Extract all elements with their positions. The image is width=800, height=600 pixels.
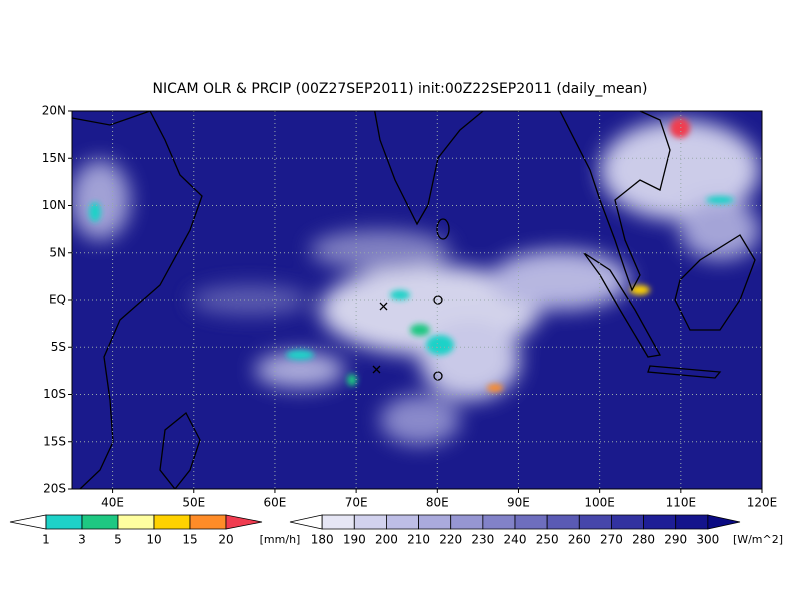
color-swatch xyxy=(225,514,263,530)
lon-label: 100E xyxy=(584,496,615,510)
olr-colorbar: 180 190 200 210 220 230 240 250 260 270 280 290 300 [… xyxy=(289,514,783,547)
map xyxy=(72,111,762,489)
lat-label: 20S xyxy=(43,482,66,496)
colorbar-label: 250 xyxy=(536,533,559,547)
color-swatch xyxy=(353,514,387,530)
color-swatch xyxy=(707,514,741,530)
color-swatch xyxy=(546,514,580,530)
lon-label: 40E xyxy=(101,496,124,510)
lat-label: 5N xyxy=(49,245,66,259)
color-swatch xyxy=(418,514,452,530)
color-swatch xyxy=(153,514,191,530)
lon-label: 110E xyxy=(666,496,697,510)
colorbar-label: 1 xyxy=(42,533,50,547)
color-swatch xyxy=(9,514,47,530)
axis-labels: 40E 50E 60E 70E 80E 90E 100E 110E 120E 20N 15N 10N 5… xyxy=(42,104,778,510)
colorbar-label: 180 xyxy=(311,533,334,547)
color-swatch xyxy=(643,514,677,530)
colorbar-label: 220 xyxy=(439,533,462,547)
lat-label: 15N xyxy=(42,151,66,165)
colorbar-label: 280 xyxy=(632,533,655,547)
precip-colorbar: 1 3 5 10 15 20 [mm/h] xyxy=(9,514,301,547)
colorbar-label: 260 xyxy=(568,533,591,547)
coastlines xyxy=(72,111,756,489)
colorbar-label: 300 xyxy=(696,533,719,547)
colorbar-label: 20 xyxy=(218,533,233,547)
color-swatch xyxy=(675,514,709,530)
color-swatch xyxy=(514,514,548,530)
precip-cells xyxy=(89,118,734,392)
grid xyxy=(72,111,762,489)
lat-label: 10S xyxy=(43,387,66,401)
colorbar-label: 190 xyxy=(343,533,366,547)
color-swatch xyxy=(386,514,419,530)
colorbar-label: 270 xyxy=(600,533,623,547)
color-swatch xyxy=(450,514,484,530)
colorbar-unit: [mm/h] xyxy=(260,533,301,546)
lat-label: 10N xyxy=(42,198,66,212)
lon-label: 120E xyxy=(747,496,778,510)
colorbar-label: 10 xyxy=(146,533,161,547)
lon-label: 60E xyxy=(264,496,287,510)
title: NICAM OLR & PRCIP (00Z27SEP2011) init:00… xyxy=(152,81,647,97)
lat-label: 15S xyxy=(43,434,66,448)
lat-label: EQ xyxy=(49,293,66,307)
color-swatch xyxy=(189,514,227,530)
markers xyxy=(372,295,443,381)
colorbar-label: 240 xyxy=(504,533,527,547)
colorbar-label: 3 xyxy=(78,533,86,547)
lon-label: 90E xyxy=(507,496,530,510)
lon-label: 70E xyxy=(345,496,368,510)
color-swatch xyxy=(117,514,155,530)
colorbar-label: 200 xyxy=(375,533,398,547)
lat-label: 20N xyxy=(42,104,66,118)
color-swatch xyxy=(611,514,644,530)
lat-label: 5S xyxy=(51,340,66,354)
color-swatch xyxy=(81,514,119,530)
colorbar-label: 5 xyxy=(114,533,122,547)
colorbar-label: 290 xyxy=(664,533,687,547)
color-swatch xyxy=(321,514,355,530)
lon-label: 80E xyxy=(426,496,449,510)
colorbar-unit: [W/m^2] xyxy=(733,533,783,546)
colorbar-label: 210 xyxy=(407,533,430,547)
color-swatch xyxy=(578,514,612,530)
lon-label: 50E xyxy=(182,496,205,510)
colorbar-label: 15 xyxy=(182,533,197,547)
color-swatch xyxy=(289,514,323,530)
color-swatch xyxy=(45,514,83,530)
color-swatch xyxy=(482,514,516,530)
colorbar-label: 230 xyxy=(471,533,494,547)
